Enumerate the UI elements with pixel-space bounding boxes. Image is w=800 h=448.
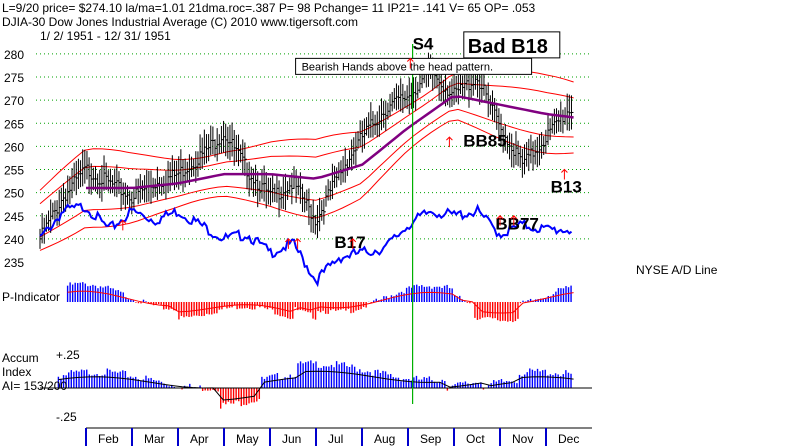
signal-arrow-head [446, 136, 453, 141]
signal-label: B17 [334, 233, 365, 252]
p-indicator-label: P-Indicator [2, 290, 60, 304]
y-tick-label: 270 [4, 94, 24, 108]
accum-smooth-line [58, 370, 574, 401]
header-line-3: 1/ 2/ 1951 - 12/ 31/ 1951 [40, 29, 171, 43]
x-tick-label: May [236, 432, 259, 446]
signal-arrow-head [406, 57, 414, 62]
accum-minus-label: -.25 [56, 410, 77, 424]
signal-label: B13 [551, 178, 582, 197]
annotations: S4 Bad B18 Bearish Hands above the head pa… [119, 31, 582, 404]
x-tick-label: Dec [558, 432, 579, 446]
y-tick-label: 265 [4, 117, 24, 131]
signal-label: BB77 [495, 215, 538, 234]
accum-plus-label: +.25 [56, 348, 80, 362]
ad-line [39, 202, 573, 288]
y-tick-label: 245 [4, 210, 24, 224]
accum-label-1: Accum [2, 351, 39, 365]
price-gridlines [36, 53, 592, 240]
lower-band [39, 119, 574, 251]
y-tick-label: 240 [4, 233, 24, 247]
signal-arrow-head [349, 238, 357, 243]
bad-b18-box [463, 31, 561, 59]
y-tick-label: 255 [4, 164, 24, 178]
y-tick-label: 235 [4, 256, 24, 270]
x-tick-label: Sep [420, 432, 442, 446]
signal-arrow-head [510, 215, 518, 220]
x-tick-label: Jul [328, 432, 343, 446]
moving-average [86, 95, 574, 190]
accum-panel [40, 360, 592, 409]
pattern-label-box [295, 57, 533, 75]
lower-inner-band [39, 108, 574, 238]
x-tick-label: Jun [282, 432, 301, 446]
x-tick-label: Mar [144, 432, 165, 446]
x-tick-label: Oct [466, 432, 485, 446]
nyse-ad-label: NYSE A/D Line [636, 263, 718, 277]
p-smooth-line [67, 290, 574, 314]
y-axis-ticks: 235 240 245 250 255 260 265 270 275 280 [4, 48, 24, 270]
signal-label: S4 [413, 34, 434, 53]
header-line-2: DJIA-30 Dow Jones Industrial Average (C)… [2, 15, 358, 29]
x-tick-label: Aug [374, 432, 395, 446]
x-tick-label: Apr [190, 432, 209, 446]
signal-arrow-head [119, 219, 127, 224]
ma-line [86, 95, 574, 190]
accum-label-2: Index [2, 365, 31, 379]
ad-breadth-line [39, 202, 573, 288]
signal-arrow-head [496, 215, 504, 220]
y-tick-label: 260 [4, 140, 24, 154]
y-tick-label: 250 [4, 187, 24, 201]
header-line-1: L=9/20 price= $274.10 la/ma=1.01 21dma.r… [2, 1, 536, 15]
x-tick-label: Nov [512, 432, 533, 446]
signal-arrow-head [294, 238, 301, 243]
signal-label: BB85 [463, 131, 506, 150]
x-axis: Feb Mar Apr May Jun Jul Aug Sep Oct Nov Dec [85, 427, 592, 446]
signal-arrow-head [285, 238, 292, 243]
signal-label: Bad B18 [468, 36, 548, 58]
signal-arrow-head [561, 168, 568, 173]
accum-label-3: AI= 153/200 [2, 379, 67, 393]
p-indicator-panel [66, 282, 574, 323]
y-tick-label: 280 [4, 48, 24, 62]
x-tick-label: Feb [98, 432, 119, 446]
y-tick-label: 275 [4, 71, 24, 85]
pattern-label: Bearish Hands above the head pattern. [302, 61, 493, 73]
